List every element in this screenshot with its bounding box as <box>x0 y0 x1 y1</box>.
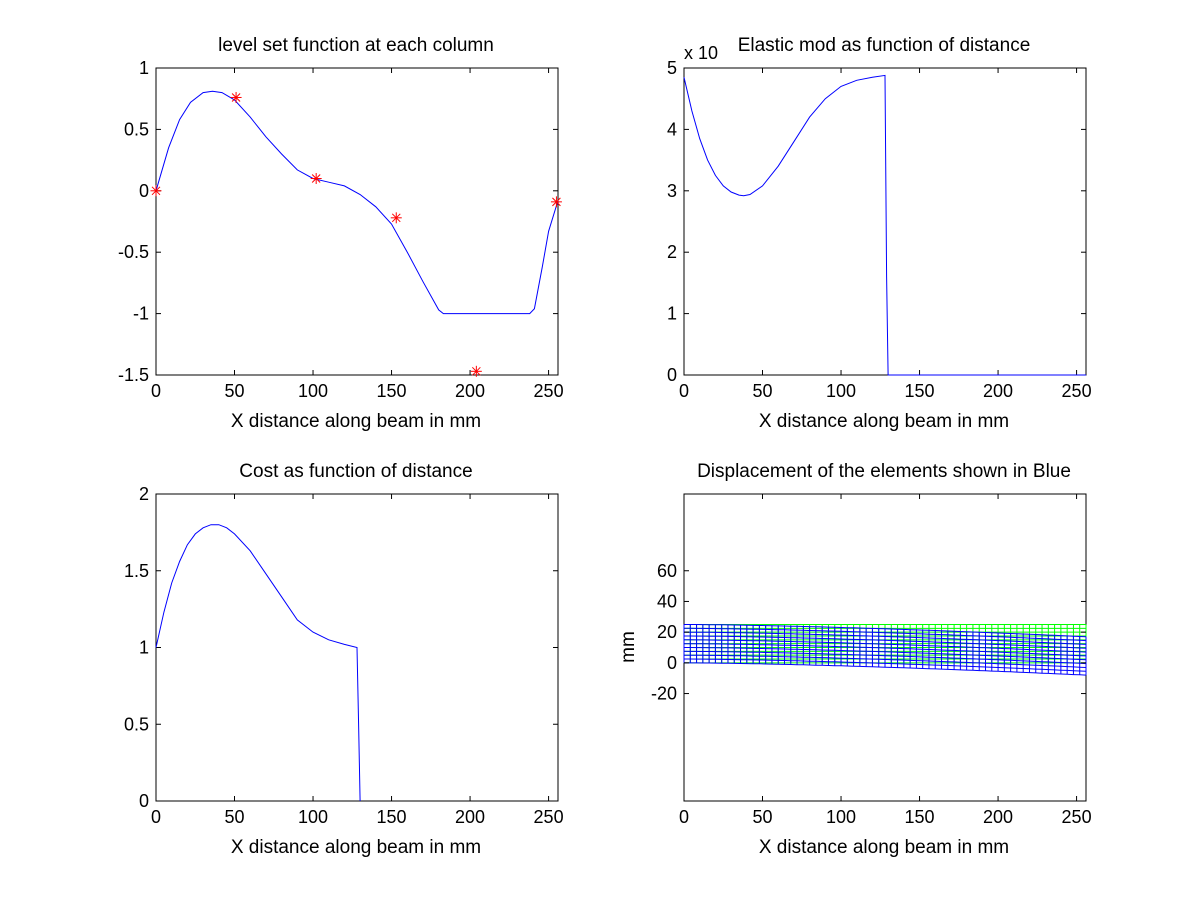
y-tick-label: 20 <box>657 622 677 642</box>
level-set-title: level set function at each column <box>218 35 494 56</box>
y-tick-label: 0 <box>139 181 149 201</box>
y-tick-label: -1.5 <box>118 365 149 385</box>
y-tick-label: 3 <box>667 181 677 201</box>
displacement-xlabel: X distance along beam in mm <box>759 837 1009 858</box>
x-tick-label: 50 <box>225 807 245 827</box>
series-line <box>155 90 559 315</box>
asterisk-marker <box>390 212 402 224</box>
x-tick-label: 250 <box>1062 807 1092 827</box>
y-tick-label: 2 <box>139 484 149 504</box>
displaced-mesh <box>683 624 1087 676</box>
x-tick-label: 50 <box>753 807 773 827</box>
asterisk-marker <box>230 91 242 103</box>
x-tick-label: 0 <box>679 381 689 401</box>
displaced-mesh-hline <box>684 635 1087 649</box>
displaced-mesh-hline <box>684 643 1087 657</box>
displaced-mesh-hline <box>684 639 1087 653</box>
x-tick-label: 0 <box>151 807 161 827</box>
elastic-mod-title: Elastic mod as function of distance <box>738 35 1031 56</box>
x-tick-label: 0 <box>151 381 161 401</box>
y-tick-label: 0.5 <box>124 119 149 139</box>
level-set-ticks: 0 50 100 150 200 250 -1.5 -1 -0.5 0 0.5 1 <box>118 58 564 401</box>
cost-subplot: Cost as function of distance 0 50 100 150 20… <box>124 461 564 858</box>
level-set-xlabel: X distance along beam in mm <box>231 411 481 432</box>
displaced-mesh-hline <box>684 654 1087 668</box>
x-tick-label: 150 <box>905 381 935 401</box>
elastic-mod-exponent-label: x 10 <box>684 43 718 63</box>
x-tick-label: 100 <box>826 807 856 827</box>
x-tick-label: 200 <box>455 807 485 827</box>
displaced-mesh-hline <box>684 662 1087 676</box>
x-tick-label: 200 <box>983 807 1013 827</box>
cost-ticks: 0 50 100 150 200 250 0 0.5 1 1.5 2 <box>124 484 564 827</box>
x-tick-label: 100 <box>298 807 328 827</box>
elastic-mod-subplot: Elastic mod as function of distance x 10… <box>667 35 1092 432</box>
displacement-ylabel: mm <box>618 631 639 663</box>
displaced-mesh-hline <box>683 631 1087 645</box>
displacement-marks <box>683 623 1087 676</box>
x-tick-label: 250 <box>534 807 564 827</box>
asterisk-marker <box>550 196 562 208</box>
cost-title: Cost as function of distance <box>239 461 472 482</box>
y-tick-label: 60 <box>657 561 677 581</box>
y-tick-label: 0 <box>139 791 149 811</box>
asterisk-marker <box>150 185 162 197</box>
displaced-mesh-hline <box>684 647 1087 661</box>
y-tick-label: 1 <box>139 58 149 78</box>
displacement-title: Displacement of the elements shown in Bl… <box>697 461 1071 482</box>
x-tick-label: 150 <box>377 807 407 827</box>
x-tick-label: 100 <box>298 381 328 401</box>
cost-xlabel: X distance along beam in mm <box>231 837 481 858</box>
level-set-subplot: level set function at each column 0 50 100… <box>118 35 564 432</box>
elastic-mod-ticks: 0 50 100 150 200 250 0 1 2 3 4 5 <box>667 58 1092 401</box>
x-tick-label: 250 <box>534 381 564 401</box>
y-tick-label: 40 <box>657 591 677 611</box>
x-tick-label: 50 <box>225 381 245 401</box>
x-tick-label: 200 <box>455 381 485 401</box>
x-tick-label: 100 <box>826 381 856 401</box>
elastic-mod-marks <box>683 74 1086 376</box>
displaced-mesh-hline <box>684 658 1087 672</box>
displaced-mesh-hline <box>684 624 1087 638</box>
displaced-mesh-hline <box>684 627 1087 642</box>
x-tick-label: 50 <box>753 381 773 401</box>
y-tick-label: 0 <box>667 653 677 673</box>
x-tick-label: 0 <box>679 807 689 827</box>
displacement-subplot: Displacement of the elements shown in Bl… <box>618 461 1092 858</box>
y-tick-label: -0.5 <box>118 242 149 262</box>
asterisk-marker <box>470 365 482 377</box>
x-tick-label: 250 <box>1062 381 1092 401</box>
y-tick-label: 0.5 <box>124 714 149 734</box>
y-tick-label: 1 <box>139 638 149 658</box>
x-tick-label: 150 <box>377 381 407 401</box>
y-tick-label: 2 <box>667 242 677 262</box>
level-set-marks <box>150 90 562 377</box>
y-tick-label: -1 <box>133 304 149 324</box>
y-tick-label: 0 <box>667 365 677 385</box>
y-tick-label: -20 <box>651 684 677 704</box>
elastic-mod-xlabel: X distance along beam in mm <box>759 411 1009 432</box>
asterisk-marker <box>310 173 322 185</box>
level-set-plot-area <box>155 67 559 376</box>
displacement-ticks: 0 50 100 150 200 250 -20 0 20 40 60 <box>651 494 1092 827</box>
cost-marks <box>155 524 361 802</box>
y-tick-label: 5 <box>667 58 677 78</box>
y-tick-label: 1.5 <box>124 561 149 581</box>
x-tick-label: 200 <box>983 381 1013 401</box>
series-line <box>155 524 361 802</box>
displaced-mesh-hline <box>683 650 1087 665</box>
y-tick-label: 1 <box>667 304 677 324</box>
series-line <box>683 74 1086 376</box>
x-tick-label: 150 <box>905 807 935 827</box>
y-tick-label: 4 <box>667 119 677 139</box>
